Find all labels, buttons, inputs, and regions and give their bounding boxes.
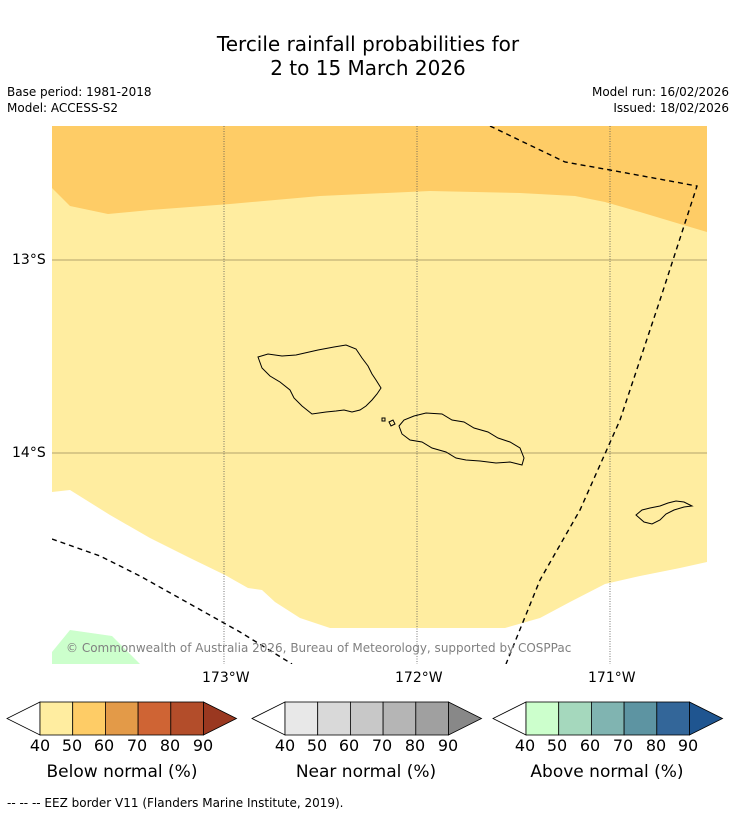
colorbar-segment: [349, 701, 384, 736]
cb2-tick: 40: [274, 736, 296, 755]
cb2-title: Near normal (%): [295, 762, 437, 782]
cb3-tick: 60: [579, 736, 601, 755]
colorbar-segment: [656, 701, 690, 736]
apolima-islet: [381, 417, 386, 422]
islands: [257, 344, 694, 525]
cb3-tick: 80: [645, 736, 667, 755]
lon-label-171w: 171°W: [588, 670, 636, 686]
cb3-title: Above normal (%): [530, 762, 684, 782]
cb1-tick: 90: [192, 736, 214, 755]
eez-legend-footer: -- -- -- EEZ border V11 (Flanders Marine…: [7, 796, 344, 810]
colorbar-segment: [415, 701, 449, 736]
cb1-tick: 50: [61, 736, 83, 755]
cb3-tick: 90: [677, 736, 699, 755]
cb3-tick: 40: [514, 736, 536, 755]
below-normal-50-60-region: [52, 126, 707, 232]
colorbar-segment: [317, 701, 351, 736]
colorbar-segment: [382, 701, 417, 736]
lat-lines: [52, 259, 707, 454]
savaii-island: [257, 344, 382, 415]
cb3-tick: 70: [612, 736, 634, 755]
map-title-line1: Tercile rainfall probabilities for: [216, 32, 520, 56]
lat-label-14s: 14°S: [12, 445, 46, 461]
colorbar-over-arrow: [203, 701, 238, 736]
below-normal-40-50-region: [52, 126, 707, 628]
cb2-tick: 60: [338, 736, 360, 755]
colorbar-segment: [591, 701, 625, 736]
grid-lines: [223, 126, 611, 664]
eez-border: [52, 126, 698, 664]
colorbar-segment: [105, 701, 139, 736]
lon-label-172w: 172°W: [395, 670, 443, 686]
colorbar-over-arrow: [448, 701, 483, 736]
lon-label-173w: 173°W: [202, 670, 250, 686]
colorbar-under-arrow: [251, 701, 286, 736]
colorbar-segment: [72, 701, 106, 736]
cb1-tick: 60: [93, 736, 115, 755]
cb2-tick: 70: [371, 736, 393, 755]
model-run: Model run: 16/02/2026: [591, 85, 729, 99]
colorbar-segment: [137, 701, 172, 736]
cb1-tick: 80: [159, 736, 181, 755]
cb2-tick: 80: [404, 736, 426, 755]
cb3-tick: 50: [546, 736, 568, 755]
cb1-tick: 70: [126, 736, 148, 755]
colorbar-segment: [284, 701, 319, 736]
colorbar-segment: [558, 701, 592, 736]
model-name: Model: ACCESS-S2: [7, 101, 119, 115]
tutuila-island: [635, 500, 694, 525]
cb1-title: Below normal (%): [46, 762, 198, 782]
manono-islet: [388, 419, 396, 427]
colorbar-segment: [170, 701, 204, 736]
copyright-notice: © Commonwealth of Australia 2026, Bureau…: [66, 641, 572, 655]
colorbar-over-arrow: [689, 701, 724, 736]
colorbar-segment: [525, 701, 560, 736]
lat-label-13s: 13°S: [12, 252, 46, 268]
cb1-tick: 40: [29, 736, 51, 755]
cb2-tick: 90: [437, 736, 459, 755]
map-title-line2: 2 to 15 March 2026: [270, 56, 466, 80]
base-period: Base period: 1981-2018: [7, 85, 152, 99]
colorbar-segment: [39, 701, 74, 736]
issued-date: Issued: 18/02/2026: [613, 101, 729, 115]
upolu-island: [398, 412, 525, 466]
above-normal-40-50-region: [52, 630, 140, 664]
cb2-tick: 50: [306, 736, 328, 755]
colorbar-under-arrow: [492, 701, 527, 736]
colorbar-segment: [623, 701, 658, 736]
colorbar-under-arrow: [6, 701, 41, 736]
